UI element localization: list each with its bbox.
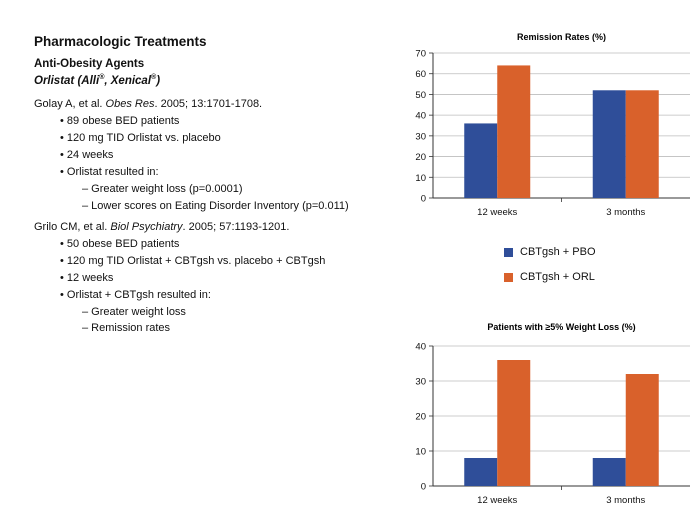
legend-label-pbo: CBTgsh + PBO <box>520 246 596 258</box>
sub-bullet-item: – Greater weight loss <box>82 306 186 318</box>
drug-name: Orlistat (Alli <box>34 74 100 87</box>
drug-heading: Orlistat (Alli®, Xenical®) <box>34 74 160 87</box>
weight-loss-chart: Patients with ≥5% Weight Loss (%) 0 10 20 30… <box>415 322 690 506</box>
legend-label-orl: CBTgsh + ORL <box>520 271 595 283</box>
bar-pbo <box>464 123 498 198</box>
citation-prefix: Grilo CM, et al. <box>34 221 111 233</box>
citation-suffix: . 2005; 13:1701-1708. <box>154 98 263 110</box>
bullet-item: • 120 mg TID Orlistat vs. placebo <box>60 132 221 144</box>
legend-item-orl: CBTgsh + ORL <box>504 271 595 283</box>
citation-prefix: Golay A, et al. <box>34 98 106 110</box>
x-tick-label: 12 weeks <box>477 207 517 218</box>
bar-orl <box>625 374 659 486</box>
drug-close: ) <box>156 74 161 87</box>
y-tick-label: 30 <box>415 131 426 142</box>
bar-orl <box>625 90 659 198</box>
y-tick-label: 20 <box>415 412 426 423</box>
bar-orl <box>497 360 531 486</box>
chart-title: Patients with ≥5% Weight Loss (%) <box>487 322 635 332</box>
y-tick-label: 0 <box>421 482 426 493</box>
sub-bullet-item: – Remission rates <box>82 322 171 334</box>
y-tick-label: 40 <box>415 342 426 353</box>
drug-separator: , Xenical <box>104 74 152 87</box>
registered-mark-1: ® <box>99 74 105 81</box>
y-tick-label: 50 <box>415 90 426 101</box>
y-tick-label: 70 <box>415 49 426 60</box>
x-tick-label: 12 weeks <box>477 495 517 506</box>
citation-golay: Golay A, et al. Obes Res. 2005; 13:1701-… <box>34 98 262 110</box>
bar-pbo <box>592 90 626 198</box>
bullet-item: • 24 weeks <box>60 149 114 161</box>
registered-mark-2: ® <box>151 74 157 81</box>
legend-item-pbo: CBTgsh + PBO <box>504 246 596 258</box>
bullet-item: • Orlistat resulted in: <box>60 166 159 178</box>
legend-swatch-pbo <box>504 247 513 257</box>
bar-orl <box>497 65 531 198</box>
remission-rates-chart: Remission Rates (%) 0 10 20 30 40 50 60 70 12 wee… <box>415 32 690 218</box>
bar-pbo <box>592 458 626 486</box>
page-title: Pharmacologic Treatments <box>34 34 207 49</box>
sub-bullet-item: – Greater weight loss (p=0.0001) <box>82 183 243 195</box>
y-tick-label: 10 <box>415 173 426 184</box>
y-tick-label: 30 <box>415 377 426 388</box>
bullet-item: • 12 weeks <box>60 272 114 284</box>
x-tick-label: 3 months <box>606 495 645 506</box>
y-tick-label: 10 <box>415 447 426 458</box>
y-tick-label: 20 <box>415 152 426 163</box>
bullet-item: • Orlistat + CBTgsh resulted in: <box>60 289 211 301</box>
y-tick-label: 60 <box>415 69 426 80</box>
section-heading: Anti-Obesity Agents <box>34 58 145 70</box>
bullet-item: • 89 obese BED patients <box>60 115 180 127</box>
legend-swatch-orl <box>504 272 513 282</box>
bullet-item: • 120 mg TID Orlistat + CBTgsh vs. place… <box>60 255 326 267</box>
x-tick-label: 3 months <box>606 207 645 218</box>
sub-bullet-item: – Lower scores on Eating Disorder Invent… <box>82 200 349 212</box>
y-tick-label: 40 <box>415 111 426 122</box>
citation-grilo: Grilo CM, et al. Biol Psychiatry. 2005; … <box>34 221 289 233</box>
citation-suffix: . 2005; 57:1193-1201. <box>182 221 290 233</box>
citation-journal: Obes Res <box>105 98 155 110</box>
bar-pbo <box>464 458 498 486</box>
citation-journal: Biol Psychiatry <box>110 221 183 233</box>
y-tick-label: 0 <box>421 194 426 205</box>
chart-title: Remission Rates (%) <box>517 32 606 42</box>
bullet-item: • 50 obese BED patients <box>60 238 180 250</box>
